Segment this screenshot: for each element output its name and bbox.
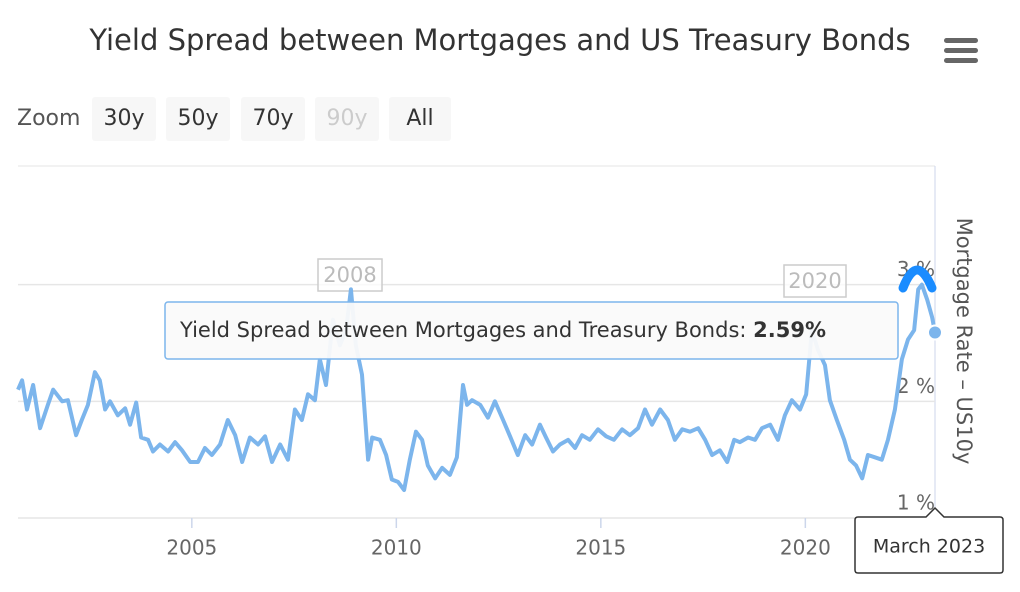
series-line	[16, 282, 937, 492]
zoom-button-label[interactable]: 30y	[103, 106, 144, 131]
y-tick-label: 1 %	[897, 491, 935, 515]
annotation-box	[783, 264, 847, 298]
x-tick-label: 2015	[575, 536, 626, 560]
highlight-arc	[898, 265, 937, 293]
hover-point	[927, 324, 943, 341]
y-axis-title: Mortgage Rate – US10y	[952, 218, 976, 465]
date-tooltip-label: March 2023	[873, 536, 985, 558]
zoom-button-label: 90y	[326, 106, 367, 131]
zoom-button-label[interactable]: 70y	[252, 106, 293, 131]
tooltip-box	[164, 301, 899, 360]
zoom-button[interactable]	[92, 97, 156, 141]
zoom-button[interactable]	[166, 97, 230, 141]
tooltip-value: 2.59%	[753, 318, 826, 342]
x-tick-label: 2020	[780, 536, 831, 560]
annotation-label: 2020	[788, 269, 841, 293]
zoom-button-label[interactable]: All	[406, 106, 433, 131]
tooltip-label: Yield Spread between Mortgages and Treas…	[179, 318, 746, 342]
chart-title: Yield Spread between Mortgages and US Tr…	[88, 23, 910, 57]
date-tooltip-box	[854, 506, 1004, 574]
x-tick-label: 2005	[166, 536, 217, 560]
zoom-button-label[interactable]: 50y	[177, 106, 218, 131]
annotation-label: 2008	[323, 263, 376, 287]
tooltip-text: Yield Spread between Mortgages and Treas…	[179, 318, 826, 342]
zoom-label: Zoom	[17, 106, 80, 131]
x-tick-label: 2010	[371, 536, 422, 560]
zoom-button[interactable]	[241, 97, 305, 141]
zoom-button	[315, 97, 379, 141]
y-tick-label: 2 %	[897, 374, 935, 398]
menu-icon[interactable]	[944, 38, 978, 63]
zoom-button[interactable]	[389, 97, 451, 141]
